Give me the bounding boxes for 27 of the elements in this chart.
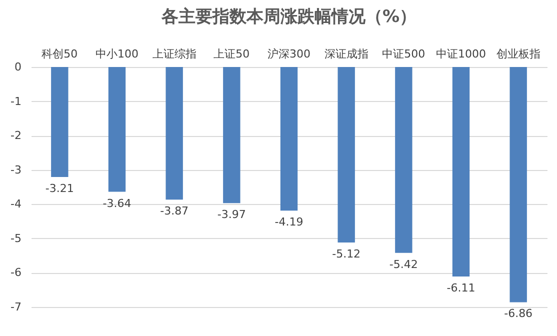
- x-tick-label: 上证综指: [152, 48, 196, 60]
- data-label: -5.42: [389, 258, 418, 271]
- x-tick-label: 沪深300: [268, 48, 310, 60]
- x-tick-label: 科创50: [42, 48, 78, 60]
- data-label: -3.87: [160, 204, 189, 218]
- data-label: -4.19: [274, 216, 304, 229]
- x-tick-label: 上证50: [214, 48, 250, 60]
- data-label: -6.11: [446, 281, 476, 294]
- y-tick-label: -4: [10, 198, 22, 211]
- data-label: -6.86: [504, 307, 533, 320]
- x-tick-label: 中证500: [382, 48, 426, 60]
- chart-title: 各主要指数本周涨跌幅情况（%）: [160, 7, 417, 27]
- x-tick-label: 深证成指: [324, 48, 368, 60]
- y-tick-label: 0: [14, 60, 22, 74]
- data-label: -5.12: [332, 248, 361, 261]
- y-tick-label: -1: [10, 94, 22, 108]
- x-tick-label: 中小100: [96, 48, 138, 60]
- y-tick-label: -3: [10, 163, 22, 176]
- y-tick-label: -6: [10, 266, 22, 280]
- x-tick-label: 创业板指: [496, 48, 540, 60]
- y-tick-label: -7: [10, 300, 22, 314]
- data-label: -3.21: [45, 182, 74, 196]
- y-tick-label: -5: [10, 232, 22, 245]
- data-label: -3.64: [102, 196, 132, 210]
- y-tick-label: -2: [10, 129, 22, 142]
- x-tick-label: 中证1000: [436, 48, 486, 60]
- data-label: -3.97: [217, 208, 246, 222]
